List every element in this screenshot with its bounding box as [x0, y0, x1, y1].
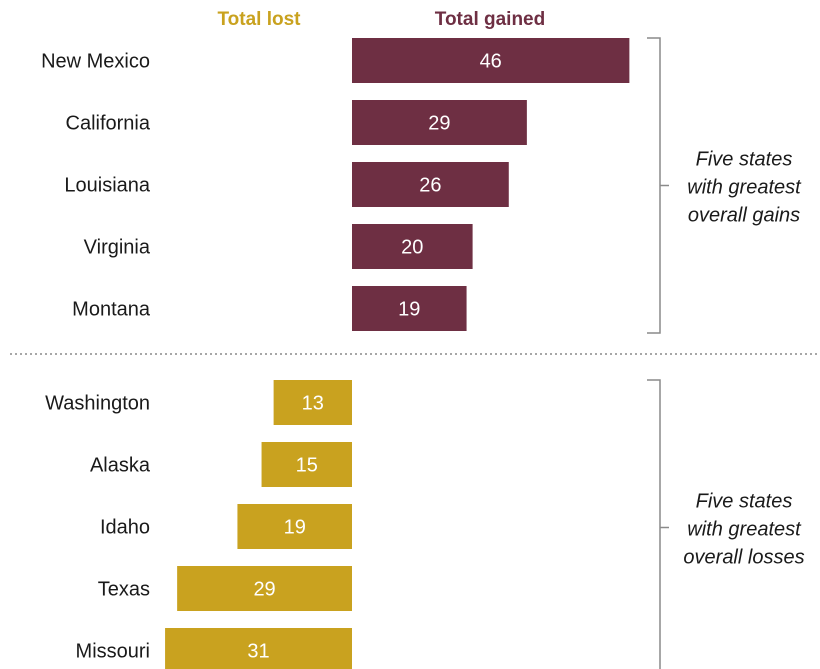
category-label-idaho: Idaho [100, 517, 150, 539]
category-label-new-mexico: New Mexico [41, 51, 150, 73]
category-label-washington: Washington [45, 393, 150, 415]
category-label-alaska: Alaska [90, 455, 151, 477]
bar-washington [273, 380, 352, 425]
group-note-lost-line-2: with greatest [687, 519, 802, 541]
bar-montana [352, 286, 467, 331]
group-note-lost-line-1: Five states [696, 491, 793, 513]
value-label-virginia: 20 [401, 237, 423, 259]
value-label-louisiana: 26 [419, 175, 441, 197]
group-note-lost-line-3: overall losses [683, 547, 804, 569]
bracket-gained [647, 37, 669, 334]
bar-virginia [352, 224, 473, 269]
category-label-virginia: Virginia [84, 237, 151, 259]
group-note-gained-line-2: with greatest [687, 177, 802, 199]
group-note-gained-line-1: Five states [696, 149, 793, 171]
bars-layer: 46 New Mexico 29 California 26 Louisiana 20 Vir… [41, 38, 630, 669]
bar-new-mexico [352, 38, 630, 83]
brackets-layer: Five states with greatest overall gains Fiv… [647, 37, 805, 669]
value-label-alaska: 15 [296, 455, 318, 477]
group-note-gained-line-3: overall gains [688, 205, 800, 227]
value-label-montana: 19 [398, 299, 420, 321]
value-label-missouri: 31 [247, 641, 269, 663]
legend-total-lost: Total lost [217, 9, 301, 30]
category-label-louisiana: Louisiana [64, 175, 151, 197]
value-label-texas: 29 [253, 579, 275, 601]
value-label-california: 29 [428, 113, 450, 135]
value-label-new-mexico: 46 [480, 51, 502, 73]
category-label-california: California [66, 113, 151, 135]
bracket-lost [647, 379, 669, 669]
value-label-idaho: 19 [284, 517, 306, 539]
category-label-texas: Texas [98, 579, 150, 601]
legend-total-gained: Total gained [435, 9, 545, 30]
category-label-montana: Montana [72, 299, 151, 321]
bar-texas [177, 566, 352, 611]
bar-california [352, 100, 527, 145]
category-label-missouri: Missouri [76, 641, 150, 663]
bar-alaska [261, 442, 352, 487]
bar-missouri [165, 628, 352, 669]
bar-louisiana [352, 162, 509, 207]
value-label-washington: 13 [302, 393, 324, 415]
bar-idaho [237, 504, 352, 549]
